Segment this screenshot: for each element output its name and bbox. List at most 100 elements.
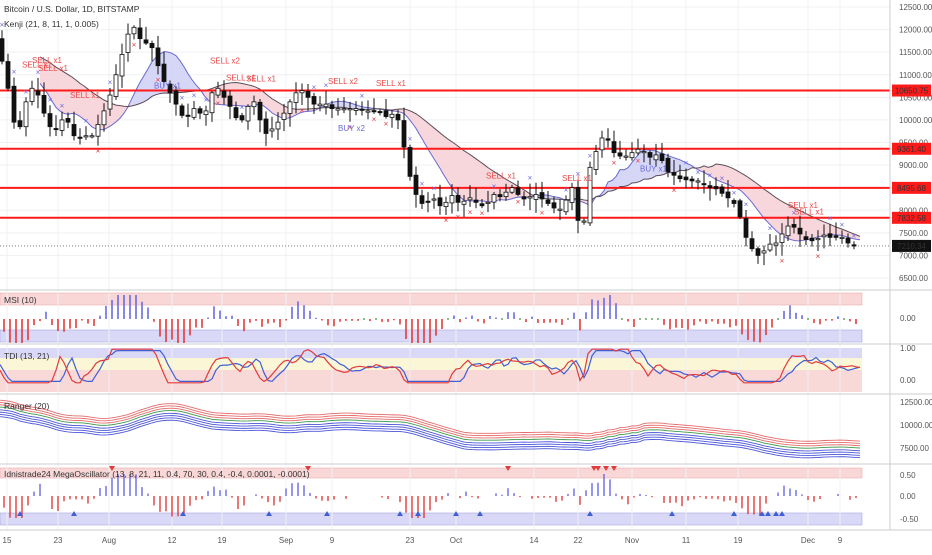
mega-bottom-marker bbox=[266, 511, 272, 516]
candle-body bbox=[719, 186, 725, 194]
sell-marker: × bbox=[780, 257, 785, 266]
time-label-3: 12 bbox=[168, 536, 177, 545]
candle-body bbox=[395, 113, 401, 121]
sell-marker: × bbox=[540, 208, 545, 217]
candle-body bbox=[41, 94, 47, 114]
tdi-tick-1: 1.00 bbox=[900, 344, 916, 353]
mega-bottom-marker bbox=[779, 511, 785, 516]
candle-body bbox=[239, 115, 245, 121]
candle-body bbox=[851, 244, 857, 247]
sell-marker: × bbox=[480, 209, 485, 218]
sell-label-12: SELL x1 bbox=[794, 207, 824, 216]
sell-label-9: SELL x1 bbox=[486, 172, 516, 181]
candle-body bbox=[461, 200, 467, 205]
sell-marker: × bbox=[816, 252, 821, 261]
candle-body bbox=[701, 183, 707, 186]
candle-body bbox=[587, 166, 593, 224]
sell-marker: × bbox=[672, 186, 677, 195]
candle-body bbox=[521, 196, 527, 200]
mega-bottom-marker bbox=[477, 511, 483, 516]
msi-dot bbox=[843, 318, 845, 320]
sell-label-1: SELL x1 bbox=[22, 61, 52, 70]
candle-body bbox=[725, 191, 731, 199]
sell-marker: × bbox=[444, 216, 449, 225]
candle-body bbox=[737, 200, 743, 218]
msi-legend: MSI (10) bbox=[4, 295, 37, 305]
time-label-7: 23 bbox=[406, 536, 415, 545]
time-label-0: 15 bbox=[3, 536, 12, 545]
candle-body bbox=[275, 121, 281, 130]
candle-body bbox=[527, 196, 533, 199]
candle-body bbox=[281, 112, 287, 120]
candle-body bbox=[815, 238, 821, 241]
candle-body bbox=[551, 202, 557, 209]
candles bbox=[0, 18, 857, 266]
buy-label-1: BUY x2 bbox=[338, 124, 366, 133]
sell-marker: × bbox=[612, 158, 617, 167]
buy-marker: × bbox=[12, 68, 17, 77]
candle-body bbox=[83, 135, 89, 138]
buy-marker: × bbox=[192, 91, 197, 100]
candle-body bbox=[773, 242, 779, 246]
candle-body bbox=[557, 208, 563, 211]
mega-top-marker bbox=[305, 466, 311, 471]
sell-marker: × bbox=[516, 197, 521, 206]
mega-bottom-marker bbox=[731, 511, 737, 516]
candle-body bbox=[695, 180, 701, 183]
candle-body bbox=[545, 199, 551, 204]
buy-marker: × bbox=[48, 95, 53, 104]
buy-marker: × bbox=[60, 102, 65, 111]
ranger-tick-2: 7500.00 bbox=[900, 444, 929, 453]
level-tag-label-0: 10650.75 bbox=[895, 87, 929, 96]
msi-dot bbox=[651, 318, 653, 320]
candle-body bbox=[251, 101, 257, 108]
sell-label-0: SELL x1 bbox=[32, 56, 62, 65]
buy-marker: × bbox=[684, 158, 689, 167]
candle-body bbox=[797, 227, 803, 235]
time-label-1: 23 bbox=[54, 536, 63, 545]
sell-label-8: SELL x1 bbox=[376, 79, 406, 88]
level-tag-label-3: 7832.58 bbox=[897, 214, 926, 223]
buy-marker: × bbox=[708, 171, 713, 180]
msi-dot bbox=[645, 318, 647, 320]
time-label-11: Nov bbox=[625, 536, 639, 545]
candle-body bbox=[755, 248, 761, 256]
candle-body bbox=[437, 197, 443, 207]
buy-marker: × bbox=[432, 184, 437, 193]
sell-marker: × bbox=[96, 147, 101, 156]
msi-dot bbox=[519, 318, 521, 320]
candle-body bbox=[179, 105, 185, 116]
time-axis: 15 23 Aug 12 19 Sep 9 23 Oct 14 22 Nov 11 19 Dec 9 bbox=[3, 536, 843, 545]
buy-marker: × bbox=[828, 214, 833, 223]
current-price-label: 7210.34 bbox=[897, 242, 926, 251]
mega-bottom-marker bbox=[324, 511, 330, 516]
ranger-legend: Ranger (20) bbox=[4, 401, 50, 411]
mega-legend: Idnistrade24 MegaOscillator (13, 8, 21, … bbox=[4, 469, 310, 479]
price-tick-9: 8000.00 bbox=[899, 206, 928, 215]
candle-body bbox=[677, 175, 683, 180]
candle-body bbox=[671, 172, 677, 176]
mega-tick-2: -0.50 bbox=[900, 515, 919, 524]
candle-body bbox=[365, 110, 371, 113]
candle-body bbox=[29, 87, 35, 102]
candle-body bbox=[599, 137, 605, 151]
sell-label-5: SELL x1 bbox=[226, 74, 256, 83]
mega-bottom-marker bbox=[415, 511, 421, 516]
msi-dot bbox=[621, 318, 623, 320]
ranger-band-2 bbox=[0, 404, 861, 447]
candle-body bbox=[0, 38, 5, 62]
candle-body bbox=[647, 152, 653, 158]
ranger-tick-1: 10000.00 bbox=[900, 421, 932, 430]
candle-body bbox=[443, 201, 449, 208]
buy-marker: × bbox=[108, 78, 113, 87]
candle-body bbox=[761, 250, 767, 254]
buy-marker: × bbox=[240, 103, 245, 112]
candle-body bbox=[143, 39, 149, 44]
sell-label-4: SELL x2 bbox=[210, 56, 240, 65]
candle-body bbox=[287, 101, 293, 114]
candle-body bbox=[563, 199, 569, 213]
price-tick-0: 12500.00 bbox=[899, 3, 932, 12]
candle-body bbox=[293, 92, 299, 103]
buy-marker: × bbox=[528, 174, 533, 183]
